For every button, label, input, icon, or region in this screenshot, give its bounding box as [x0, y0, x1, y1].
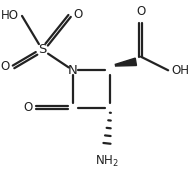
Text: O: O: [23, 101, 32, 114]
Text: O: O: [1, 60, 10, 73]
Polygon shape: [115, 58, 136, 66]
Text: N: N: [68, 64, 78, 77]
Text: HO: HO: [1, 9, 19, 22]
Text: O: O: [136, 5, 146, 18]
Text: NH$_2$: NH$_2$: [95, 154, 119, 169]
Text: OH: OH: [171, 64, 188, 77]
Text: O: O: [73, 8, 82, 21]
Text: S: S: [38, 43, 47, 56]
